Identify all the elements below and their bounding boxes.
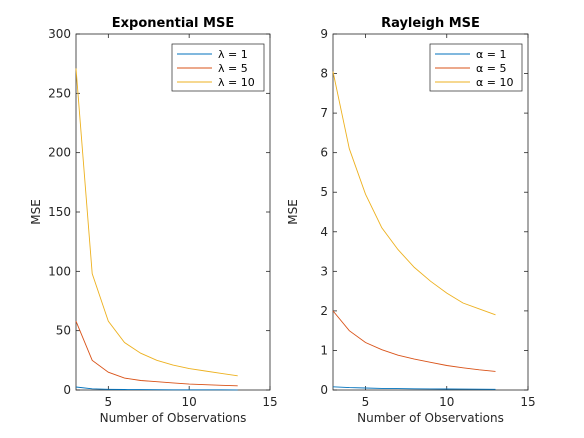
y-tick-label: 8 bbox=[320, 67, 328, 81]
legend: α = 1α = 5α = 10 bbox=[429, 43, 523, 92]
y-tick-label: 9 bbox=[320, 27, 328, 41]
x-tick-label: 15 bbox=[262, 395, 277, 409]
y-tick-label: 200 bbox=[48, 146, 71, 160]
y-tick-label: 4 bbox=[320, 225, 328, 239]
plot-area-box bbox=[332, 33, 529, 391]
y-tick-label: 50 bbox=[56, 324, 71, 338]
y-tick-label: 2 bbox=[320, 304, 328, 318]
series-line-1 bbox=[332, 386, 496, 390]
legend: λ = 1λ = 5λ = 10 bbox=[171, 43, 265, 92]
legend-entry-1: λ = 1 bbox=[218, 48, 248, 61]
y-tick-label: 0 bbox=[63, 383, 71, 397]
y-tick-label: 6 bbox=[320, 146, 328, 160]
x-tick-label: 5 bbox=[362, 395, 370, 409]
x-tick-label: 10 bbox=[439, 395, 454, 409]
y-tick-label: 100 bbox=[48, 264, 71, 278]
y-tick-label: 150 bbox=[48, 205, 71, 219]
y-tick-label: 300 bbox=[48, 27, 71, 41]
y-axis-label: MSE bbox=[286, 199, 300, 225]
y-tick-label: 5 bbox=[320, 185, 328, 199]
x-axis-label: Number of Observations bbox=[357, 411, 504, 425]
y-axis-label: MSE bbox=[29, 199, 43, 225]
chart-title: Rayleigh MSE bbox=[381, 16, 480, 31]
chart-rayleigh-mse: 0 1 2 3 4 5 6 7 8 9 5 10 15 Rayleigh MSE Number of Obs… bbox=[286, 16, 536, 425]
legend-entry-3: α = 10 bbox=[476, 76, 513, 89]
series-line-2 bbox=[332, 310, 496, 372]
y-tick-label: 7 bbox=[320, 106, 328, 120]
x-tick-label: 5 bbox=[105, 395, 113, 409]
series-line-1 bbox=[75, 386, 238, 391]
y-tick-label: 1 bbox=[320, 343, 328, 357]
y-tick-label: 250 bbox=[48, 86, 71, 100]
chart-title: Exponential MSE bbox=[112, 16, 234, 31]
x-tick-label: 10 bbox=[182, 395, 197, 409]
x-axis-label: Number of Observations bbox=[100, 411, 247, 425]
legend-entry-2: λ = 5 bbox=[218, 62, 248, 75]
legend-entry-3: λ = 10 bbox=[218, 76, 255, 89]
series-line-2 bbox=[75, 321, 238, 387]
y-tick-label: 3 bbox=[320, 264, 328, 278]
series-line-3 bbox=[332, 71, 496, 316]
series-line-3 bbox=[75, 68, 238, 377]
chart-exponential-mse: 0 50 100 150 200 250 300 5 10 15 Exponential MSE Nu… bbox=[29, 16, 278, 425]
x-tick-label: 15 bbox=[520, 395, 535, 409]
legend-entry-2: α = 5 bbox=[476, 62, 506, 75]
legend-entry-1: α = 1 bbox=[476, 48, 506, 61]
y-tick-label: 0 bbox=[320, 383, 328, 397]
